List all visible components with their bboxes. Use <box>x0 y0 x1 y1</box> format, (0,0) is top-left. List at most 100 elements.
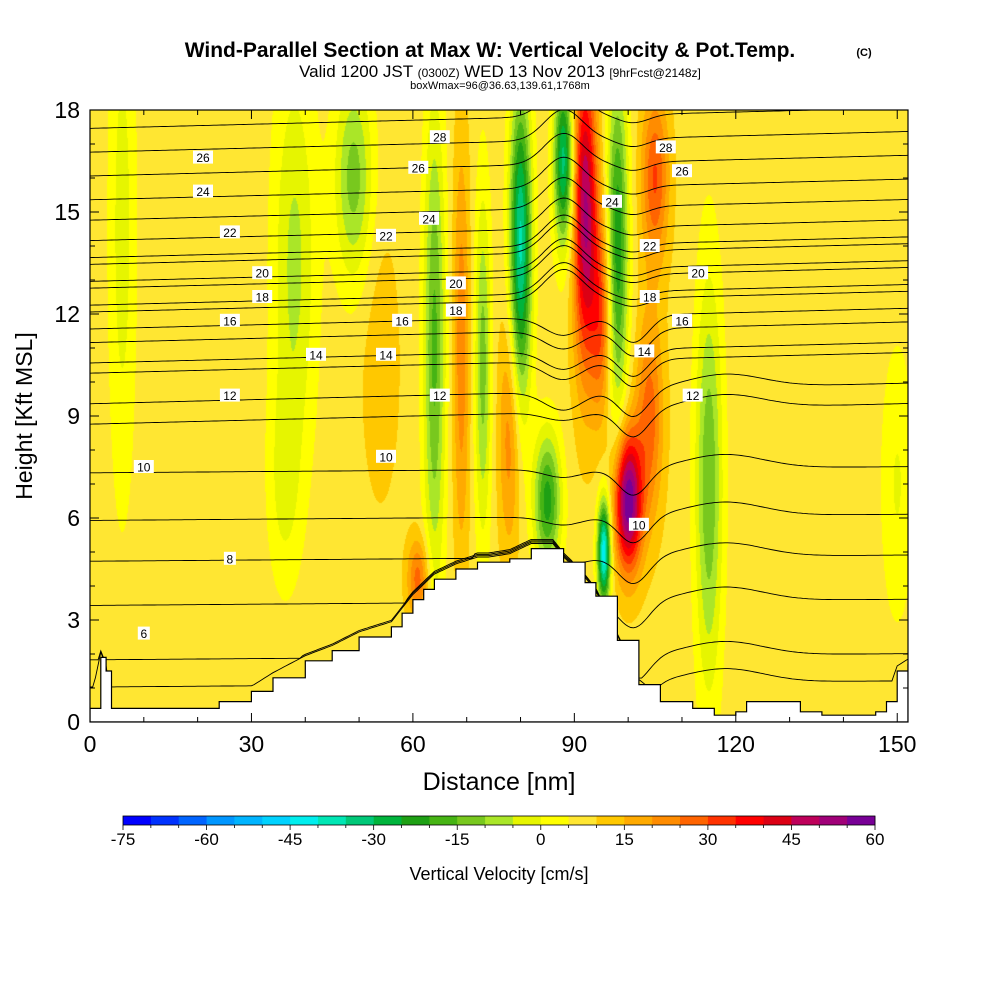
colorbar-swatch <box>318 816 347 825</box>
colorbar-swatch <box>568 816 597 825</box>
colorbar-swatch <box>178 816 207 825</box>
isentrope-label-box <box>672 313 692 327</box>
colorbar-swatch <box>234 816 263 825</box>
isentrope-label: 18 <box>252 290 273 305</box>
colorbar-swatch <box>680 816 709 825</box>
colorbar-swatch <box>652 816 681 825</box>
isentrope-label-box <box>376 228 396 242</box>
isentrope-label-box <box>392 313 413 327</box>
isentrope-label-text: 24 <box>605 195 619 209</box>
chart-subtitle: Valid 1200 JST (0300Z) WED 13 Nov 2013 [… <box>299 62 701 81</box>
colorbar-swatch <box>847 816 876 825</box>
isentrope-label: 12 <box>682 388 703 403</box>
y-tick-label: 0 <box>67 709 80 735</box>
isentrope-label-text: 24 <box>196 185 210 199</box>
isentrope-line <box>90 394 908 438</box>
colorbar-swatch <box>429 816 458 825</box>
isentrope-line <box>90 156 908 201</box>
isentrope-label-box <box>429 388 450 402</box>
isentrope-label: 12 <box>219 388 240 403</box>
colorbar-swatch <box>485 816 514 825</box>
isentrope-label-text: 28 <box>433 131 447 145</box>
colorbar-swatch <box>624 816 653 825</box>
isentrope-label-box <box>219 313 240 327</box>
colorbar-swatch <box>262 816 291 825</box>
colorbar-tick-label: 60 <box>866 830 885 849</box>
isentrope-label-box <box>223 551 236 565</box>
y-tick-label: 18 <box>54 97 80 123</box>
isentrope-label: 20 <box>445 276 466 291</box>
isentrope-label-text: 14 <box>379 348 393 362</box>
isentrope-label-text: 12 <box>686 389 700 403</box>
isentrope-label-box <box>655 140 676 154</box>
colorbar-swatch <box>596 816 625 825</box>
colorbar-swatch <box>735 816 764 825</box>
isentrope-label: 16 <box>392 313 413 328</box>
isentrope-label: 14 <box>376 347 396 362</box>
isentrope-label-text: 26 <box>675 165 689 179</box>
isentrope-label-text: 16 <box>675 314 689 328</box>
isentrope-label-text: 10 <box>632 518 646 532</box>
colorbar-swatch <box>540 816 570 825</box>
isentrope-lines <box>90 110 908 691</box>
info-line: boxWmax=96@36.63,139.61,1768m <box>410 80 590 92</box>
isentrope-label-box <box>445 303 466 317</box>
x-tick-label: 120 <box>717 731 755 757</box>
isentrope-label: 10 <box>376 449 396 464</box>
isentrope-label: 22 <box>639 239 660 254</box>
isentrope-label-box <box>193 184 213 198</box>
isentrope-label-box <box>628 517 649 531</box>
y-tick-label: 12 <box>54 301 80 327</box>
y-tick-label: 6 <box>67 505 80 531</box>
isentrope-label-box <box>133 460 154 473</box>
colorbar-swatch <box>512 816 542 825</box>
isentrope-label-text: 18 <box>256 291 270 305</box>
colorbar-swatch <box>791 816 820 825</box>
isentrope-label-box <box>137 626 150 640</box>
plot-area: 6810121416182022242610121416182022242628… <box>90 110 908 722</box>
x-tick-label: 60 <box>400 731 426 757</box>
colorbar-swatch <box>819 816 848 825</box>
subtitle-date: WED 13 Nov 2013 <box>464 62 605 81</box>
isentrope-label: 22 <box>219 225 240 240</box>
colorbar-swatch <box>707 816 737 825</box>
isentrope-line <box>90 453 908 496</box>
isentrope-label: 26 <box>193 150 213 165</box>
isentrope-line <box>90 110 835 129</box>
isentrope-label-box <box>193 150 213 164</box>
x-tick-label: 30 <box>239 731 265 757</box>
isentrope-label-text: 14 <box>309 348 323 362</box>
isentrope-label: 28 <box>429 130 450 145</box>
x-tick-label: 0 <box>84 731 97 757</box>
colorbar-swatch <box>206 816 235 825</box>
isentrope-line <box>90 501 908 544</box>
isentrope-label-text: 16 <box>395 314 409 328</box>
isentrope-label: 26 <box>408 160 429 175</box>
subtitle-forecast: [9hrFcst@2148z] <box>609 66 701 80</box>
isentrope-label-box <box>252 290 273 303</box>
y-tick-label: 3 <box>67 607 80 633</box>
isentrope-label: 14 <box>634 344 655 359</box>
isentrope-label: 18 <box>445 303 466 318</box>
colorbar-tick-label: -60 <box>194 830 219 849</box>
isentrope-label-box <box>688 266 709 280</box>
isentrope-line <box>90 262 908 306</box>
isentrope-label-box <box>639 290 660 303</box>
isentrope-label-box <box>219 388 240 402</box>
colorbar-frame <box>122 815 876 826</box>
isentrope-label-text: 22 <box>223 226 237 240</box>
colorbar-swatch <box>150 816 180 825</box>
isentrope-label-box <box>639 239 660 252</box>
isentrope-label-text: 10 <box>137 461 151 475</box>
y-axis: 0 3 6 9 12 15 18 <box>54 97 908 735</box>
isentrope-label: 22 <box>376 228 396 243</box>
y-tick-label: 9 <box>67 403 80 429</box>
isentrope-labels: 6810121416182022242610121416182022242628… <box>133 130 709 641</box>
isentrope-line <box>90 238 908 282</box>
isentrope-label-text: 18 <box>643 291 657 305</box>
isentrope-label-text: 14 <box>638 345 652 359</box>
isentrope-line <box>90 541 908 679</box>
colorbar-tick-label: -30 <box>361 830 386 849</box>
x-tick-label: 150 <box>878 731 916 757</box>
